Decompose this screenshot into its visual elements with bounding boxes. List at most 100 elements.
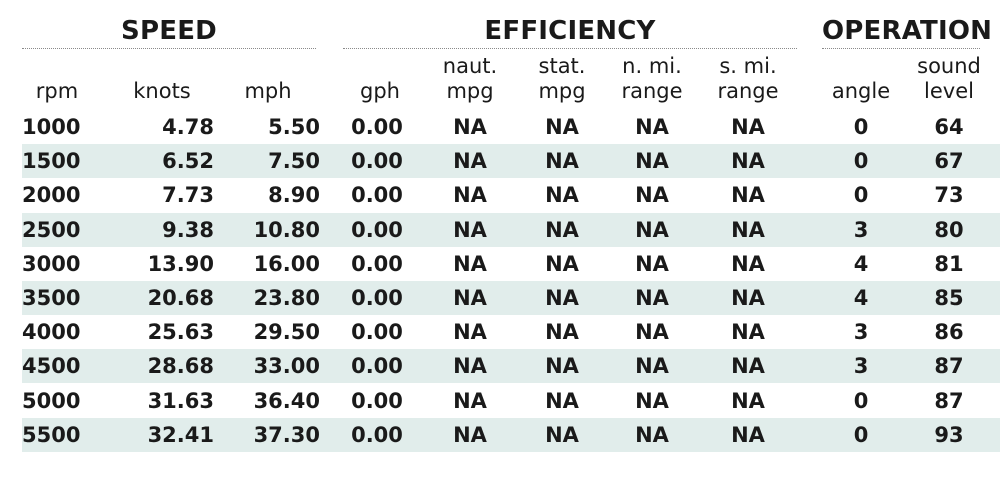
cell-naut-mpg: NA xyxy=(453,286,487,310)
cell-knots: 7.73 xyxy=(162,183,214,208)
cell-naut-mpg: NA xyxy=(453,320,487,345)
cell-gph: 0.00 xyxy=(351,286,403,310)
cell-gph: 0.00 xyxy=(351,115,403,139)
cell-sound-level: 87 xyxy=(934,388,964,413)
cell-angle: 3 xyxy=(853,354,869,379)
cell-mph: 23.80 xyxy=(253,286,320,310)
cell-gph: 0.00 xyxy=(351,320,403,345)
cell-mph: 36.40 xyxy=(253,388,320,413)
cell-s-mi-range: NA xyxy=(731,183,765,208)
group-title-efficiency: EFFICIENCY xyxy=(484,16,656,46)
cell-knots: 13.90 xyxy=(147,251,214,276)
cell-knots: 20.68 xyxy=(147,286,214,310)
cell-knots: 31.63 xyxy=(147,388,214,413)
cell-gph: 0.00 xyxy=(351,422,403,447)
col-header-n-mi-range: n. mi. range xyxy=(607,52,697,104)
cell-stat-mpg: NA xyxy=(545,354,579,379)
cell-angle: 4 xyxy=(853,286,869,310)
col-header-line-1: s. mi. xyxy=(719,54,777,78)
cell-sound-level: 86 xyxy=(934,320,964,345)
cell-naut-mpg: NA xyxy=(453,354,487,379)
cell-s-mi-range: NA xyxy=(731,286,765,310)
cell-angle: 3 xyxy=(853,320,869,345)
cell-knots: 25.63 xyxy=(147,320,214,345)
cell-s-mi-range: NA xyxy=(731,149,765,174)
cell-gph: 0.00 xyxy=(351,354,403,379)
cell-gph: 0.00 xyxy=(351,149,403,174)
cell-mph: 8.90 xyxy=(268,183,320,208)
cell-rpm: 5000 xyxy=(22,388,81,413)
group-rule-speed xyxy=(22,48,316,49)
cell-stat-mpg: NA xyxy=(545,388,579,413)
col-header-line-2: range xyxy=(621,79,683,103)
col-header-line-2: level xyxy=(924,79,974,103)
cell-sound-level: 73 xyxy=(934,183,964,208)
table-row: 1500 6.52 7.50 0.00 NA NA NA NA 0 67 xyxy=(22,144,1000,179)
cell-stat-mpg: NA xyxy=(545,286,579,310)
cell-mph: 10.80 xyxy=(253,217,320,242)
col-header-stat-mpg: stat. mpg xyxy=(522,52,602,104)
cell-s-mi-range: NA xyxy=(731,320,765,345)
cell-gph: 0.00 xyxy=(351,183,403,208)
col-header-line-2: mpg xyxy=(446,79,494,103)
cell-rpm: 2000 xyxy=(22,183,81,208)
cell-naut-mpg: NA xyxy=(453,217,487,242)
cell-rpm: 3000 xyxy=(22,251,81,276)
table-row: 2500 9.38 10.80 0.00 NA NA NA NA 3 80 xyxy=(22,212,1000,247)
cell-mph: 33.00 xyxy=(253,354,320,379)
cell-sound-level: 67 xyxy=(934,149,964,174)
col-header-gph: gph xyxy=(345,52,415,104)
col-header-line-2: rpm xyxy=(35,79,79,103)
col-header-line-2: mph xyxy=(244,79,292,103)
cell-gph: 0.00 xyxy=(351,217,403,242)
cell-knots: 6.52 xyxy=(162,149,214,174)
cell-knots: 28.68 xyxy=(147,354,214,379)
col-header-line-2: range xyxy=(717,79,779,103)
table-row: 3000 13.90 16.00 0.00 NA NA NA NA 4 81 xyxy=(22,247,1000,281)
cell-n-mi-range: NA xyxy=(635,183,669,208)
cell-s-mi-range: NA xyxy=(731,115,765,139)
col-header-line-1: n. mi. xyxy=(622,54,682,78)
cell-n-mi-range: NA xyxy=(635,149,669,174)
cell-stat-mpg: NA xyxy=(545,251,579,276)
cell-stat-mpg: NA xyxy=(545,422,579,447)
cell-naut-mpg: NA xyxy=(453,388,487,413)
cell-sound-level: 64 xyxy=(934,115,964,139)
cell-sound-level: 93 xyxy=(934,422,964,447)
col-header-line-1: stat. xyxy=(538,54,586,78)
cell-n-mi-range: NA xyxy=(635,354,669,379)
cell-stat-mpg: NA xyxy=(545,320,579,345)
cell-s-mi-range: NA xyxy=(731,251,765,276)
col-header-line-1: sound xyxy=(917,54,981,78)
cell-n-mi-range: NA xyxy=(635,422,669,447)
cell-rpm: 3500 xyxy=(22,286,81,310)
cell-n-mi-range: NA xyxy=(635,320,669,345)
cell-mph: 5.50 xyxy=(268,115,320,139)
cell-mph: 29.50 xyxy=(253,320,320,345)
cell-rpm: 1000 xyxy=(22,115,81,139)
table-row: 4000 25.63 29.50 0.00 NA NA NA NA 3 86 xyxy=(22,315,1000,349)
col-header-sound-level: sound level xyxy=(905,52,993,104)
cell-s-mi-range: NA xyxy=(731,422,765,447)
cell-mph: 37.30 xyxy=(253,422,320,447)
cell-stat-mpg: NA xyxy=(545,149,579,174)
group-rule-efficiency xyxy=(343,48,797,49)
group-title-speed: SPEED xyxy=(121,16,217,46)
table-row: 5500 32.41 37.30 0.00 NA NA NA NA 0 93 xyxy=(22,417,1000,452)
group-rule-operation xyxy=(822,48,980,49)
cell-naut-mpg: NA xyxy=(453,422,487,447)
cell-angle: 3 xyxy=(853,217,869,242)
group-title-operation: OPERATION xyxy=(822,16,993,46)
cell-s-mi-range: NA xyxy=(731,388,765,413)
table-row: 4500 28.68 33.00 0.00 NA NA NA NA 3 87 xyxy=(22,349,1000,384)
col-header-naut-mpg: naut. mpg xyxy=(430,52,510,104)
cell-s-mi-range: NA xyxy=(731,354,765,379)
cell-stat-mpg: NA xyxy=(545,183,579,208)
cell-sound-level: 85 xyxy=(934,286,964,310)
cell-n-mi-range: NA xyxy=(635,251,669,276)
cell-knots: 4.78 xyxy=(162,115,214,139)
cell-naut-mpg: NA xyxy=(453,251,487,276)
col-header-angle: angle xyxy=(822,52,900,104)
cell-n-mi-range: NA xyxy=(635,217,669,242)
cell-s-mi-range: NA xyxy=(731,217,765,242)
